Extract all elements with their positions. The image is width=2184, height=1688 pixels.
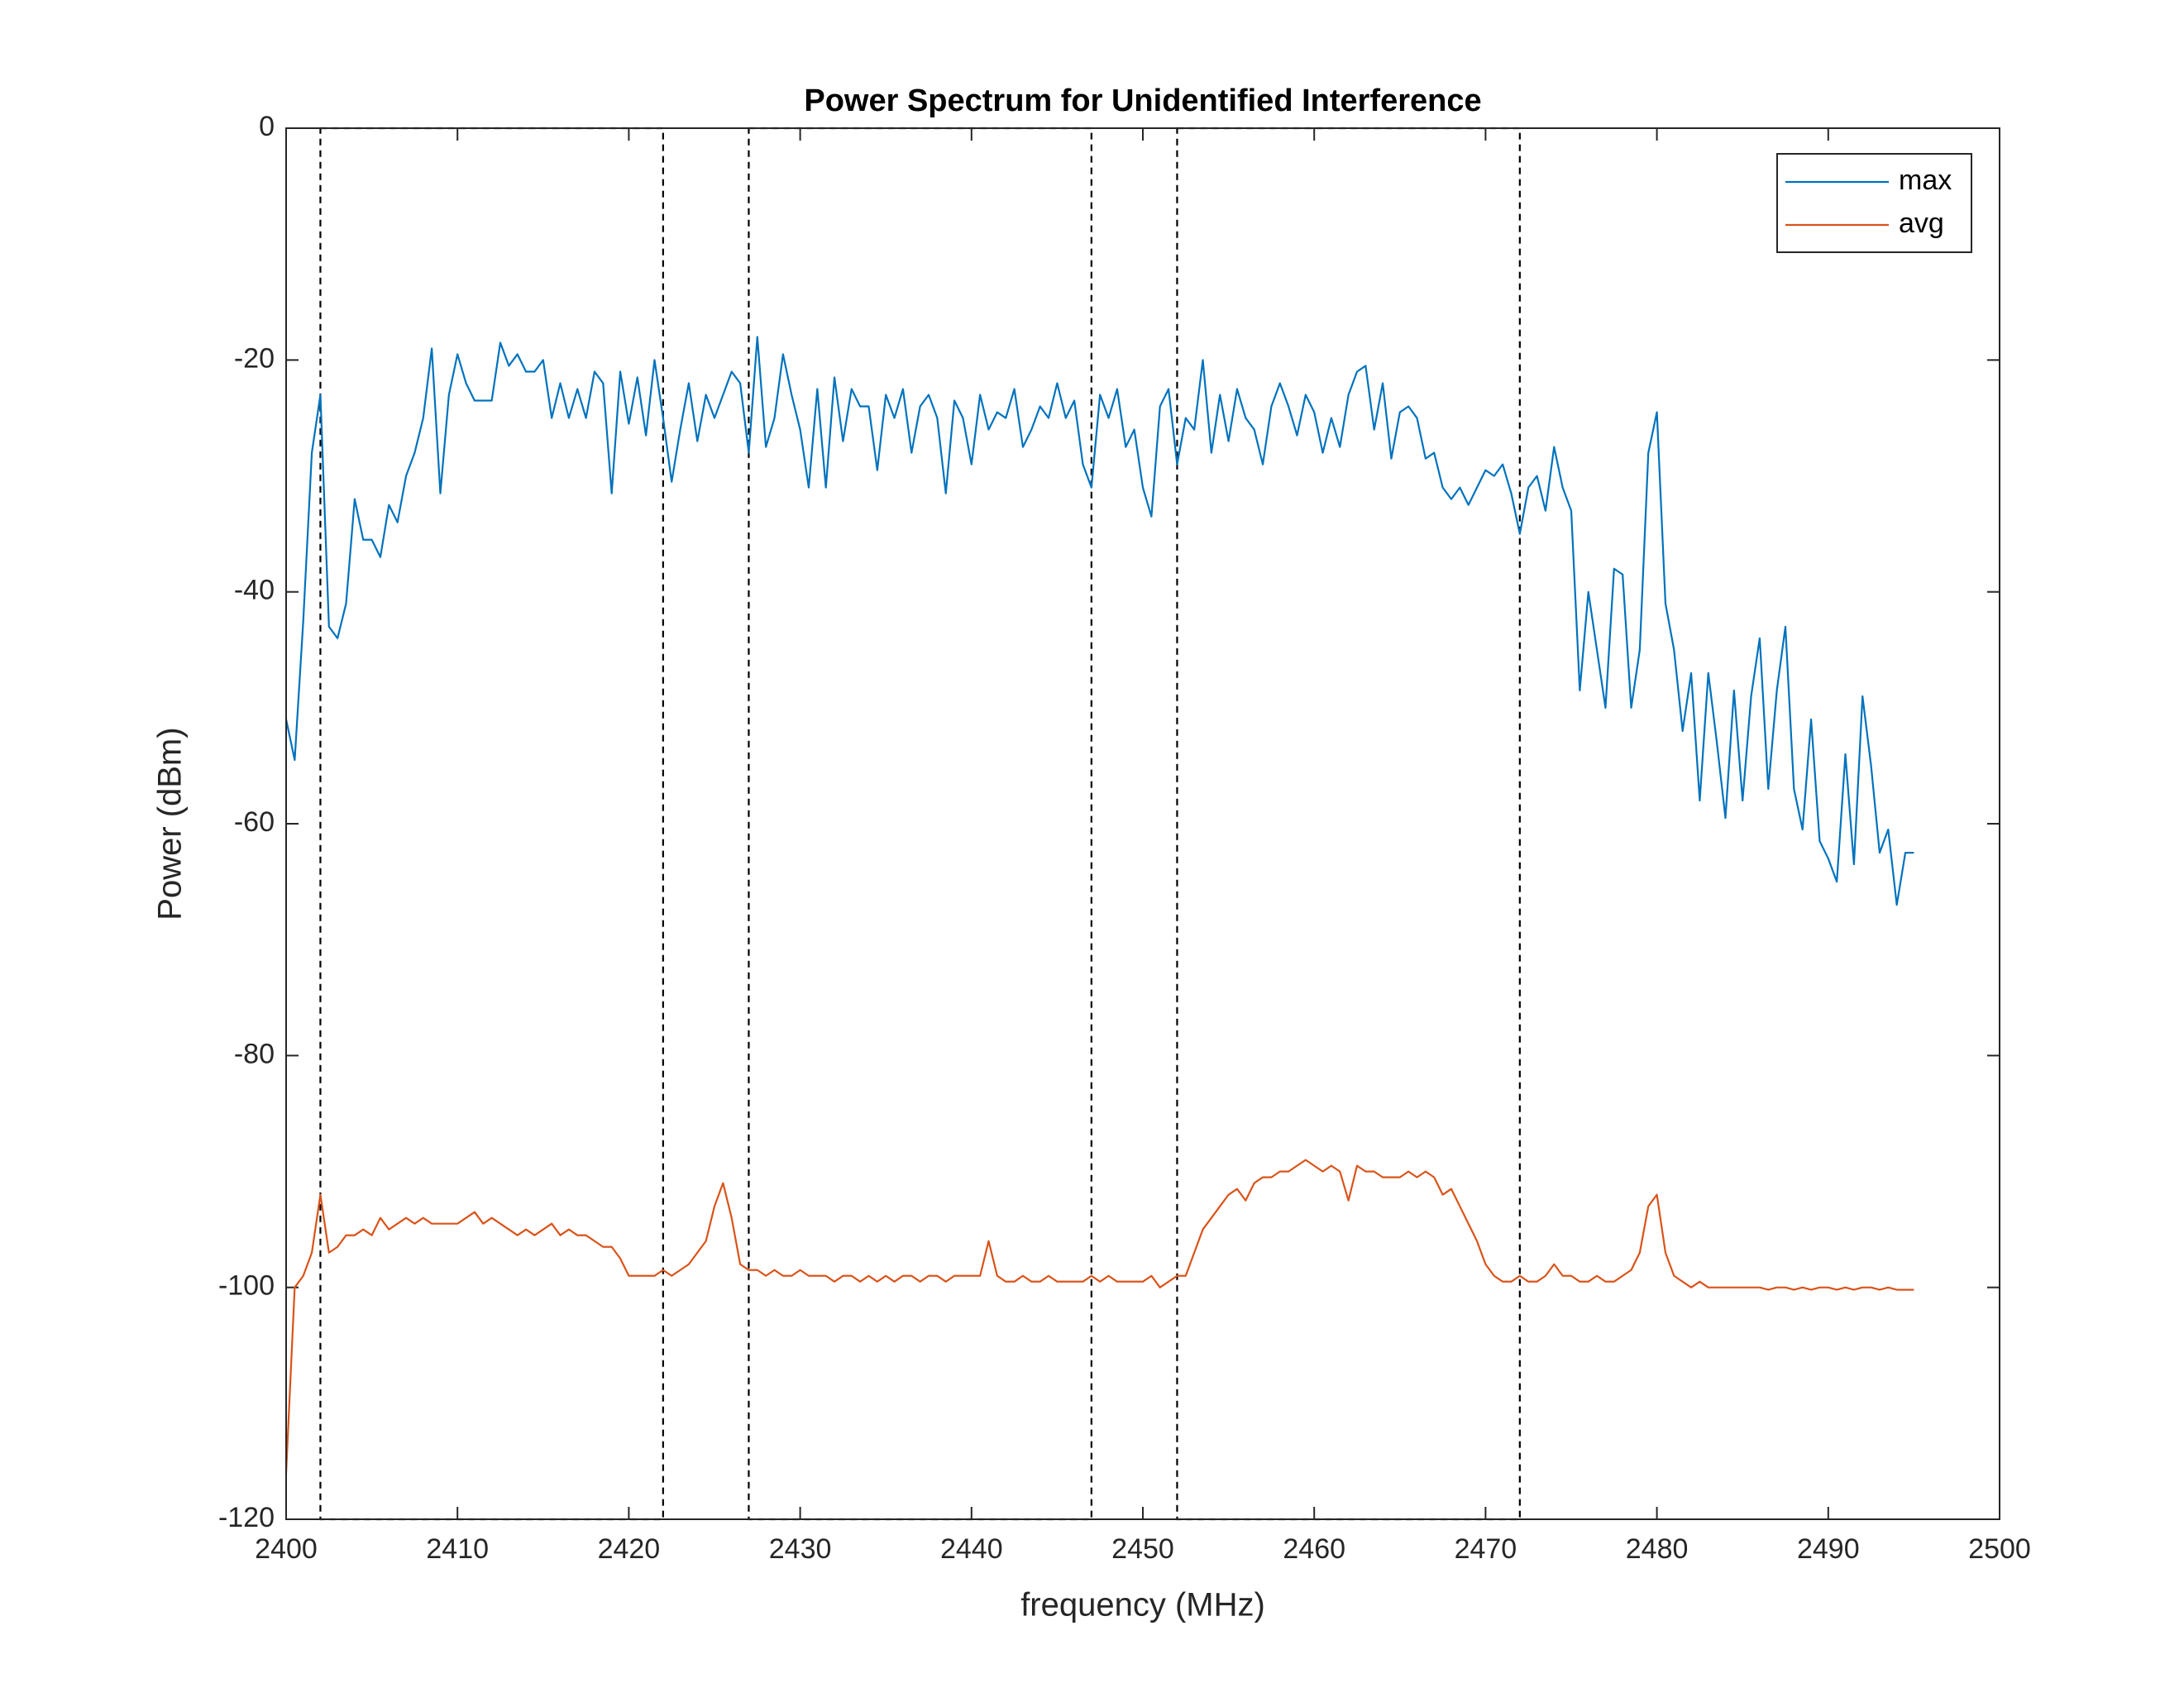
x-tick-label: 2480 bbox=[1626, 1533, 1689, 1565]
axes-box bbox=[285, 127, 2000, 1520]
x-tick-label: 2420 bbox=[598, 1533, 661, 1565]
series-line bbox=[284, 1159, 1914, 1473]
y-tick-label: -40 bbox=[234, 575, 275, 606]
x-tick-label: 2490 bbox=[1797, 1533, 1860, 1565]
x-axis-label: frequency (MHz) bbox=[1020, 1587, 1265, 1623]
x-tick-label: 2500 bbox=[1968, 1533, 2031, 1565]
legend-box bbox=[1776, 153, 1972, 253]
x-tick-label: 2470 bbox=[1455, 1533, 1517, 1565]
x-tick-label: 2410 bbox=[426, 1533, 489, 1565]
x-tick-label: 2440 bbox=[940, 1533, 1003, 1565]
legend-label: avg bbox=[1899, 208, 1944, 239]
y-tick-label: -120 bbox=[218, 1502, 275, 1533]
x-tick-label: 2450 bbox=[1111, 1533, 1174, 1565]
series-line bbox=[284, 336, 1914, 906]
y-tick-label: -60 bbox=[234, 806, 275, 838]
y-axis-label: Power (dBm) bbox=[152, 727, 189, 920]
x-tick-label: 2400 bbox=[255, 1533, 318, 1565]
chart-title: Power Spectrum for Unidentified Interfer… bbox=[804, 84, 1481, 118]
y-tick-label: -100 bbox=[218, 1270, 275, 1302]
x-tick-label: 2460 bbox=[1283, 1533, 1345, 1565]
y-tick-label: -80 bbox=[234, 1038, 275, 1069]
y-tick-label: 0 bbox=[259, 111, 275, 142]
y-tick-label: -20 bbox=[234, 342, 275, 374]
x-tick-label: 2430 bbox=[769, 1533, 832, 1565]
legend-label: max bbox=[1899, 165, 1952, 196]
